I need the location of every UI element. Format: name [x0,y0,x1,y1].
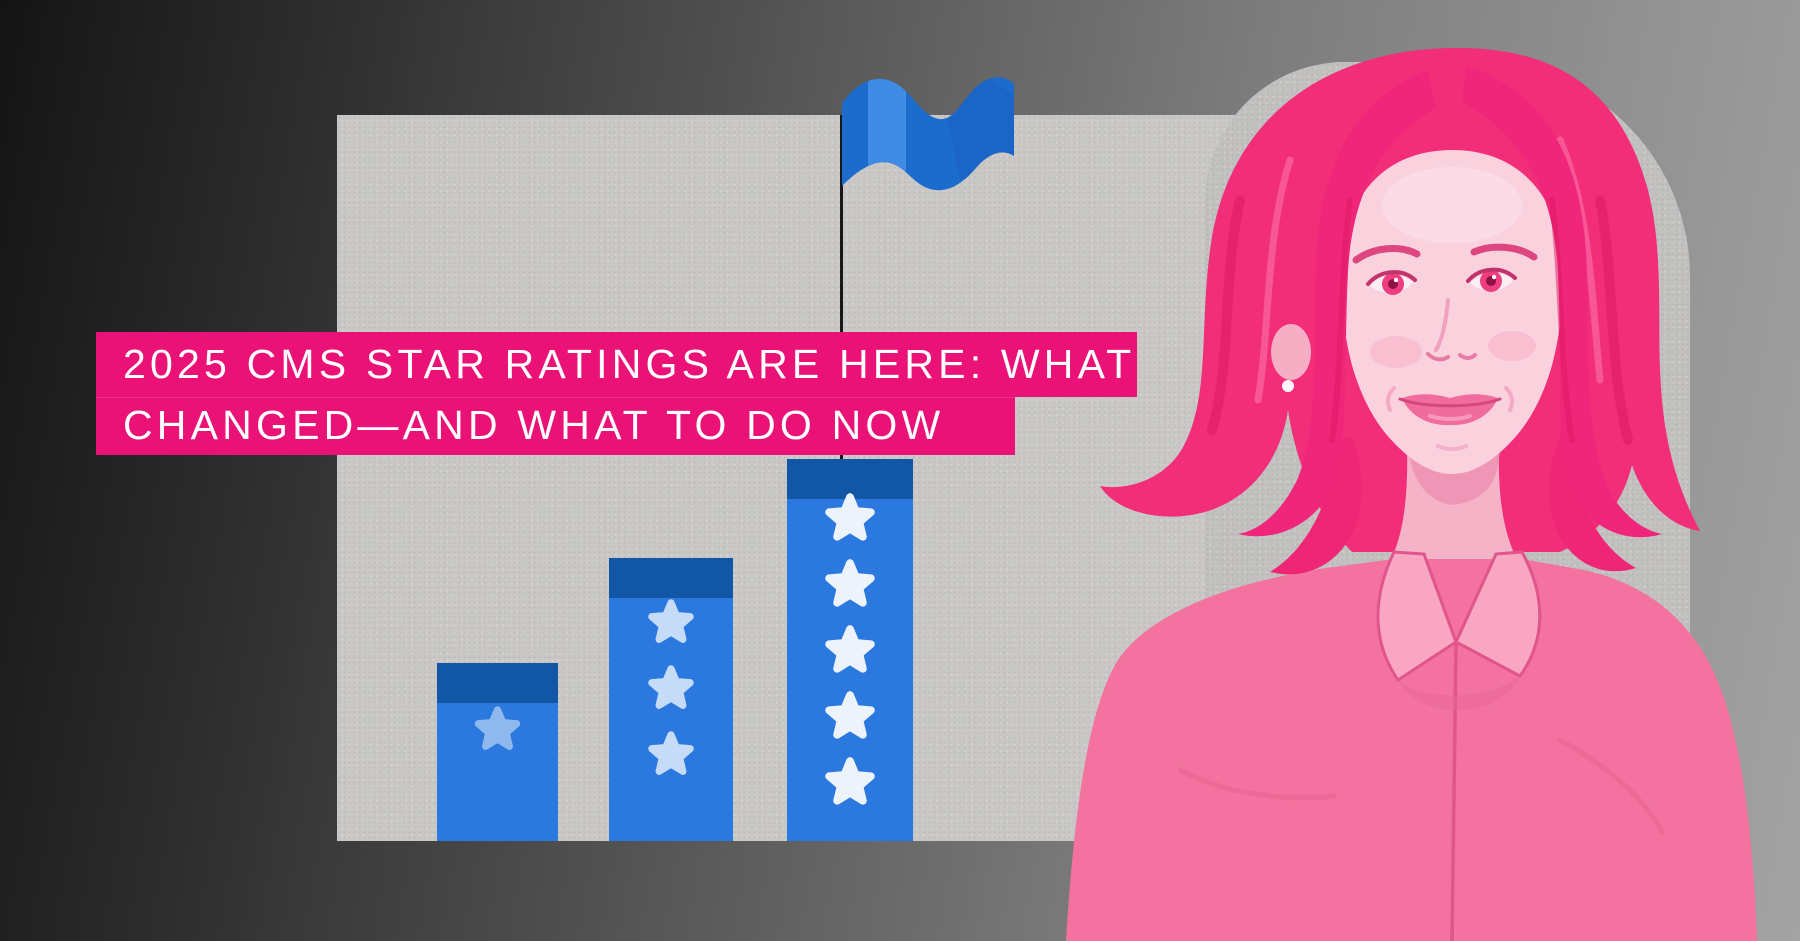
woman-photo [1066,47,1757,941]
star-icon [648,731,694,775]
three-star-bar [609,558,733,841]
star-icon [825,691,875,739]
title-banner-line-2: CHANGED—AND WHAT TO DO NOW [96,397,1015,455]
lips [1402,394,1498,426]
three-star-bar-cap [609,558,733,598]
ear [1271,324,1311,380]
shirt [1066,559,1757,941]
star-icon [825,493,875,541]
eyebrows [1352,245,1421,264]
five-star-bar [787,459,913,841]
star-icon [474,706,521,750]
star-icon [648,599,694,643]
one-star-bar-cap [437,663,558,703]
title-text-2: CHANGED—AND WHAT TO DO NOW [123,402,945,448]
one-star-bar [437,663,558,841]
star-icon [825,757,875,805]
title-banner-line-1: 2025 CMS STAR RATINGS ARE HERE: WHAT [96,332,1137,397]
star-icon [825,559,875,607]
flag-icon [842,77,1014,191]
earring [1282,380,1294,392]
nose [1434,298,1450,352]
face [1341,150,1563,474]
title-text-1: 2025 CMS STAR RATINGS ARE HERE: WHAT [123,341,1136,387]
star-icon [825,625,875,673]
shirt-collar [1376,550,1458,683]
flag-pole [840,115,843,461]
star-icon [648,665,694,709]
five-star-bar-cap [787,459,913,499]
